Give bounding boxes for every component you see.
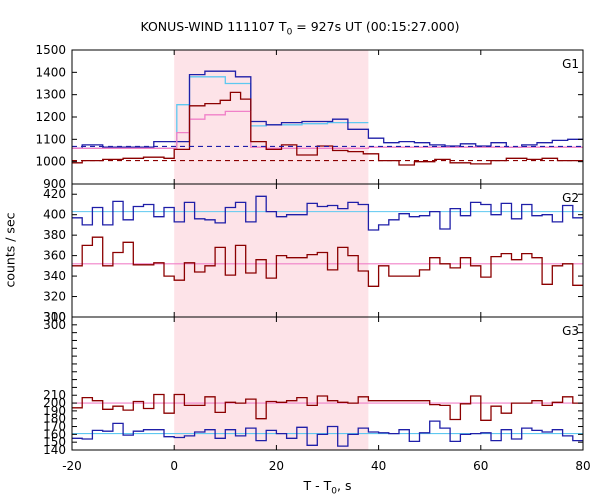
g2-ytick-label: 340 [43, 269, 66, 283]
g1-series-cyan-0 [72, 76, 369, 149]
g3-ytick-label: 170 [43, 420, 66, 434]
g2-panel-label: G2 [562, 191, 579, 205]
g1-series-red-3 [72, 91, 583, 166]
g3-ytick-label: 310 [43, 310, 66, 324]
g2-series-blue-2 [72, 195, 583, 231]
xtick-label: 20 [269, 459, 284, 473]
g3-series-red-2 [72, 393, 583, 421]
g1-ytick-label: 1000 [35, 155, 66, 169]
g3-ytick-label: 300 [43, 318, 66, 332]
xtick-label: 0 [170, 459, 178, 473]
g2-ytick-label: 400 [43, 208, 66, 222]
xtick-label: 80 [575, 459, 590, 473]
g2-ytick-label: 420 [43, 187, 66, 201]
xtick-label: 60 [473, 459, 488, 473]
g2-ytick-label: 320 [43, 290, 66, 304]
g3-ytick-label: 190 [43, 404, 66, 418]
g1-series-pink-2 [72, 110, 583, 149]
shaded-interval [174, 50, 369, 450]
xtick-label: 40 [371, 459, 386, 473]
g3-ytick-label: 210 [43, 388, 66, 402]
x-axis-label: T - T0, s [303, 478, 352, 497]
g2-ytick-label: 300 [43, 310, 66, 324]
y-axis-label: counts / sec [2, 212, 18, 288]
g1-ytick-label: 1300 [35, 88, 66, 102]
g1-ytick-label: 1400 [35, 65, 66, 79]
g1-ytick-label: 900 [43, 177, 66, 191]
g1-ytick-label: 1100 [35, 132, 66, 146]
g3-panel-label: G3 [562, 324, 579, 338]
chart-title: KONUS-WIND 111107 T0 = 927s UT (00:15:27… [140, 19, 460, 38]
g3-ytick-label: 160 [43, 427, 66, 441]
g3-frame [71, 316, 584, 451]
g1-ytick-label: 1200 [35, 110, 66, 124]
g2-series-red-3 [72, 236, 583, 287]
g3-series-blue-3 [72, 420, 583, 447]
g2-ytick-label: 360 [43, 249, 66, 263]
g3-ytick-label: 180 [43, 412, 66, 426]
g3-ytick-label: 140 [43, 443, 66, 457]
g3-ytick-label: 200 [43, 396, 66, 410]
g3-ytick-label: 150 [43, 435, 66, 449]
g1-ytick-label: 1500 [35, 43, 66, 57]
g2-ytick-label: 380 [43, 228, 66, 242]
xtick-label: -20 [62, 459, 82, 473]
g1-panel-label: G1 [562, 57, 579, 71]
